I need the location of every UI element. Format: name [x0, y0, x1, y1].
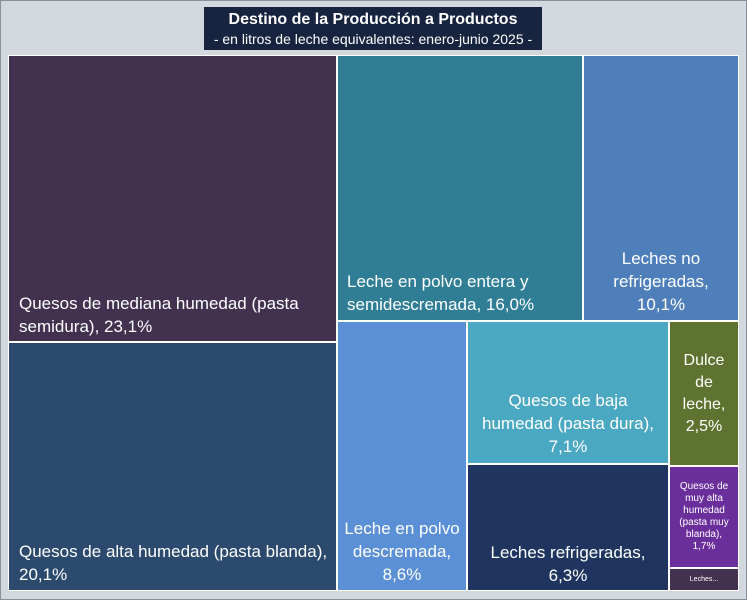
treemap-tile: Leches...: [669, 568, 739, 591]
treemap-tile-label: Leche en polvo descremada, 8,6%: [344, 519, 460, 584]
treemap-tile: Dulce de leche, 2,5%: [669, 321, 739, 466]
treemap-tile: Quesos de baja humedad (pasta dura), 7,1…: [467, 321, 669, 464]
chart-title-box: Destino de la Producción a Productos - e…: [204, 7, 542, 50]
treemap-tile: Leche en polvo entera y semidescremada, …: [337, 55, 583, 321]
treemap-tile: Leches no refrigeradas, 10,1%: [583, 55, 739, 321]
treemap-tile-label: Dulce de leche, 2,5%: [682, 351, 726, 435]
treemap-tile-label: Quesos de alta humedad (pasta blanda), 2…: [19, 542, 328, 584]
chart-title: Destino de la Producción a Productos: [228, 11, 518, 28]
treemap-tile-label: Quesos de muy alta humedad (pasta muy bl…: [679, 481, 729, 552]
treemap-tile: Leche en polvo descremada, 8,6%: [337, 321, 467, 591]
treemap-tile: Quesos de alta humedad (pasta blanda), 2…: [8, 342, 337, 591]
treemap-tile-label: Quesos de mediana humedad (pasta semidur…: [19, 294, 299, 336]
treemap-tile: Leches refrigeradas, 6,3%: [467, 464, 669, 591]
chart-subtitle: - en litros de leche equivalentes: enero…: [213, 31, 533, 47]
treemap-tile: Quesos de mediana humedad (pasta semidur…: [8, 55, 337, 342]
treemap-tile-label: Quesos de baja humedad (pasta dura), 7,1…: [482, 391, 654, 456]
treemap-tile-label: Leche en polvo entera y semidescremada, …: [347, 272, 535, 314]
treemap-tile: Quesos de muy alta humedad (pasta muy bl…: [669, 466, 739, 568]
treemap-tile-label: Leches refrigeradas, 6,3%: [490, 543, 646, 585]
treemap-tile-label: Leches no refrigeradas, 10,1%: [613, 249, 709, 314]
treemap-tile-label: Leches...: [689, 576, 719, 583]
